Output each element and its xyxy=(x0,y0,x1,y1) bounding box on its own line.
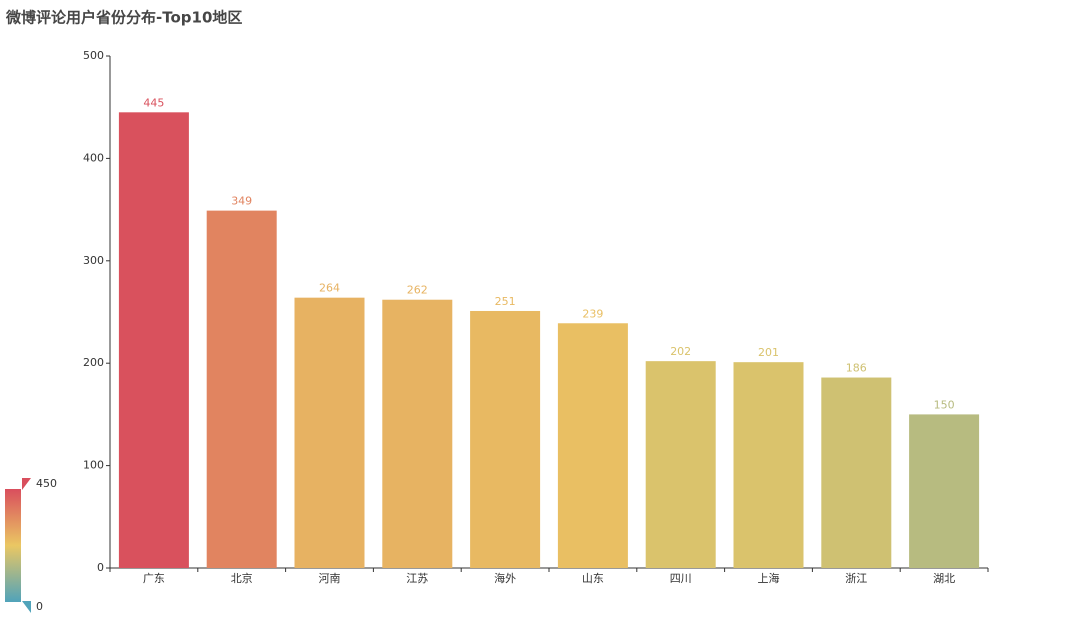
bar xyxy=(557,323,628,568)
bar xyxy=(294,297,365,568)
value-label: 186 xyxy=(846,362,867,375)
x-tick-label: 山东 xyxy=(582,572,604,585)
bar xyxy=(470,310,541,568)
y-tick-label: 0 xyxy=(97,561,104,574)
y-tick-label: 200 xyxy=(83,356,104,369)
value-label: 201 xyxy=(758,346,779,359)
bar xyxy=(118,112,189,568)
x-tick-label: 北京 xyxy=(231,571,253,585)
bar xyxy=(733,362,804,568)
bar xyxy=(206,210,277,568)
y-tick-label: 300 xyxy=(83,254,104,267)
x-tick-label: 海外 xyxy=(494,571,516,585)
y-tick-label: 500 xyxy=(83,49,104,62)
x-tick-label: 浙江 xyxy=(845,572,867,585)
visual-map-max: 450 xyxy=(36,477,57,490)
value-label: 262 xyxy=(407,284,428,297)
visual-map-min: 0 xyxy=(36,600,43,613)
chart-title: 微博评论用户省份分布-Top10地区 xyxy=(5,9,242,27)
bar xyxy=(645,361,716,568)
y-tick-label: 100 xyxy=(83,459,104,472)
y-tick-label: 400 xyxy=(83,151,104,164)
visual-map-handle xyxy=(22,601,31,613)
value-label: 239 xyxy=(582,307,603,320)
value-label: 202 xyxy=(670,345,691,358)
x-tick-label: 上海 xyxy=(758,571,780,585)
x-tick-label: 江苏 xyxy=(406,572,428,585)
visual-map-handle xyxy=(22,478,31,490)
x-tick-label: 四川 xyxy=(670,572,692,585)
value-label: 251 xyxy=(495,295,516,308)
value-label: 445 xyxy=(143,96,164,109)
x-tick-label: 河南 xyxy=(319,572,341,585)
x-tick-label: 湖北 xyxy=(933,572,955,585)
value-label: 349 xyxy=(231,195,252,208)
bar xyxy=(821,377,892,568)
x-tick-label: 广东 xyxy=(143,572,165,585)
value-label: 264 xyxy=(319,282,340,295)
value-label: 150 xyxy=(934,398,955,411)
visual-map-bar xyxy=(5,489,21,602)
bar xyxy=(382,299,453,568)
bar xyxy=(909,414,980,568)
